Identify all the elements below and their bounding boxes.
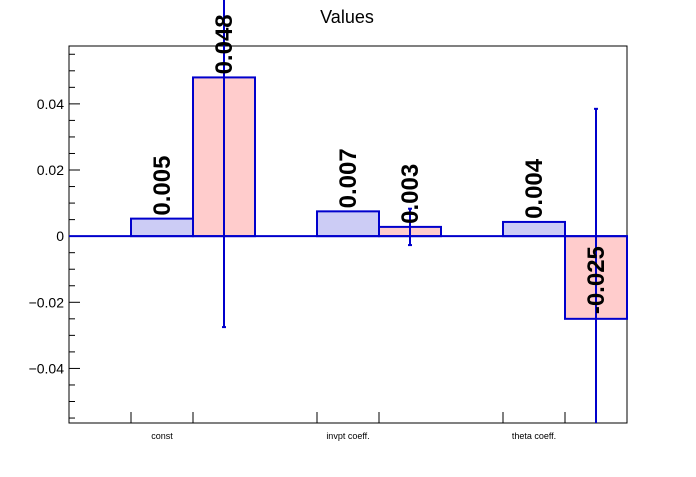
y-tick-label: 0.04: [37, 96, 64, 112]
value-label: 0.004: [521, 158, 548, 219]
bar: [502, 220, 566, 238]
bar: [316, 210, 380, 238]
bars: [130, 76, 628, 320]
value-labels: 0.005 0.007 0.004 0.048 0.003 -0.025: [149, 14, 610, 314]
value-label: -0.025: [583, 246, 610, 314]
x-tick-label: const: [151, 431, 173, 441]
x-tick-label: theta coeff.: [512, 431, 556, 441]
value-label: 0.007: [335, 148, 362, 208]
y-tick-label: 0.02: [37, 162, 64, 178]
x-tick-label: invpt coeff.: [326, 431, 369, 441]
y-tick-label: 0: [56, 228, 64, 244]
error-bars: [222, 0, 598, 423]
y-tick-label: −0.02: [29, 294, 65, 310]
value-label: 0.003: [397, 164, 424, 224]
y-tick-label: −0.04: [29, 360, 65, 376]
bar: [130, 217, 194, 238]
value-label: 0.048: [211, 14, 238, 74]
chart-title: Values: [320, 7, 374, 27]
axes: −0.04 −0.02 0 0.02 0.04 const invpt coeff. thet…: [29, 45, 628, 441]
value-label: 0.005: [149, 156, 176, 216]
plot-frame: [68, 45, 628, 424]
